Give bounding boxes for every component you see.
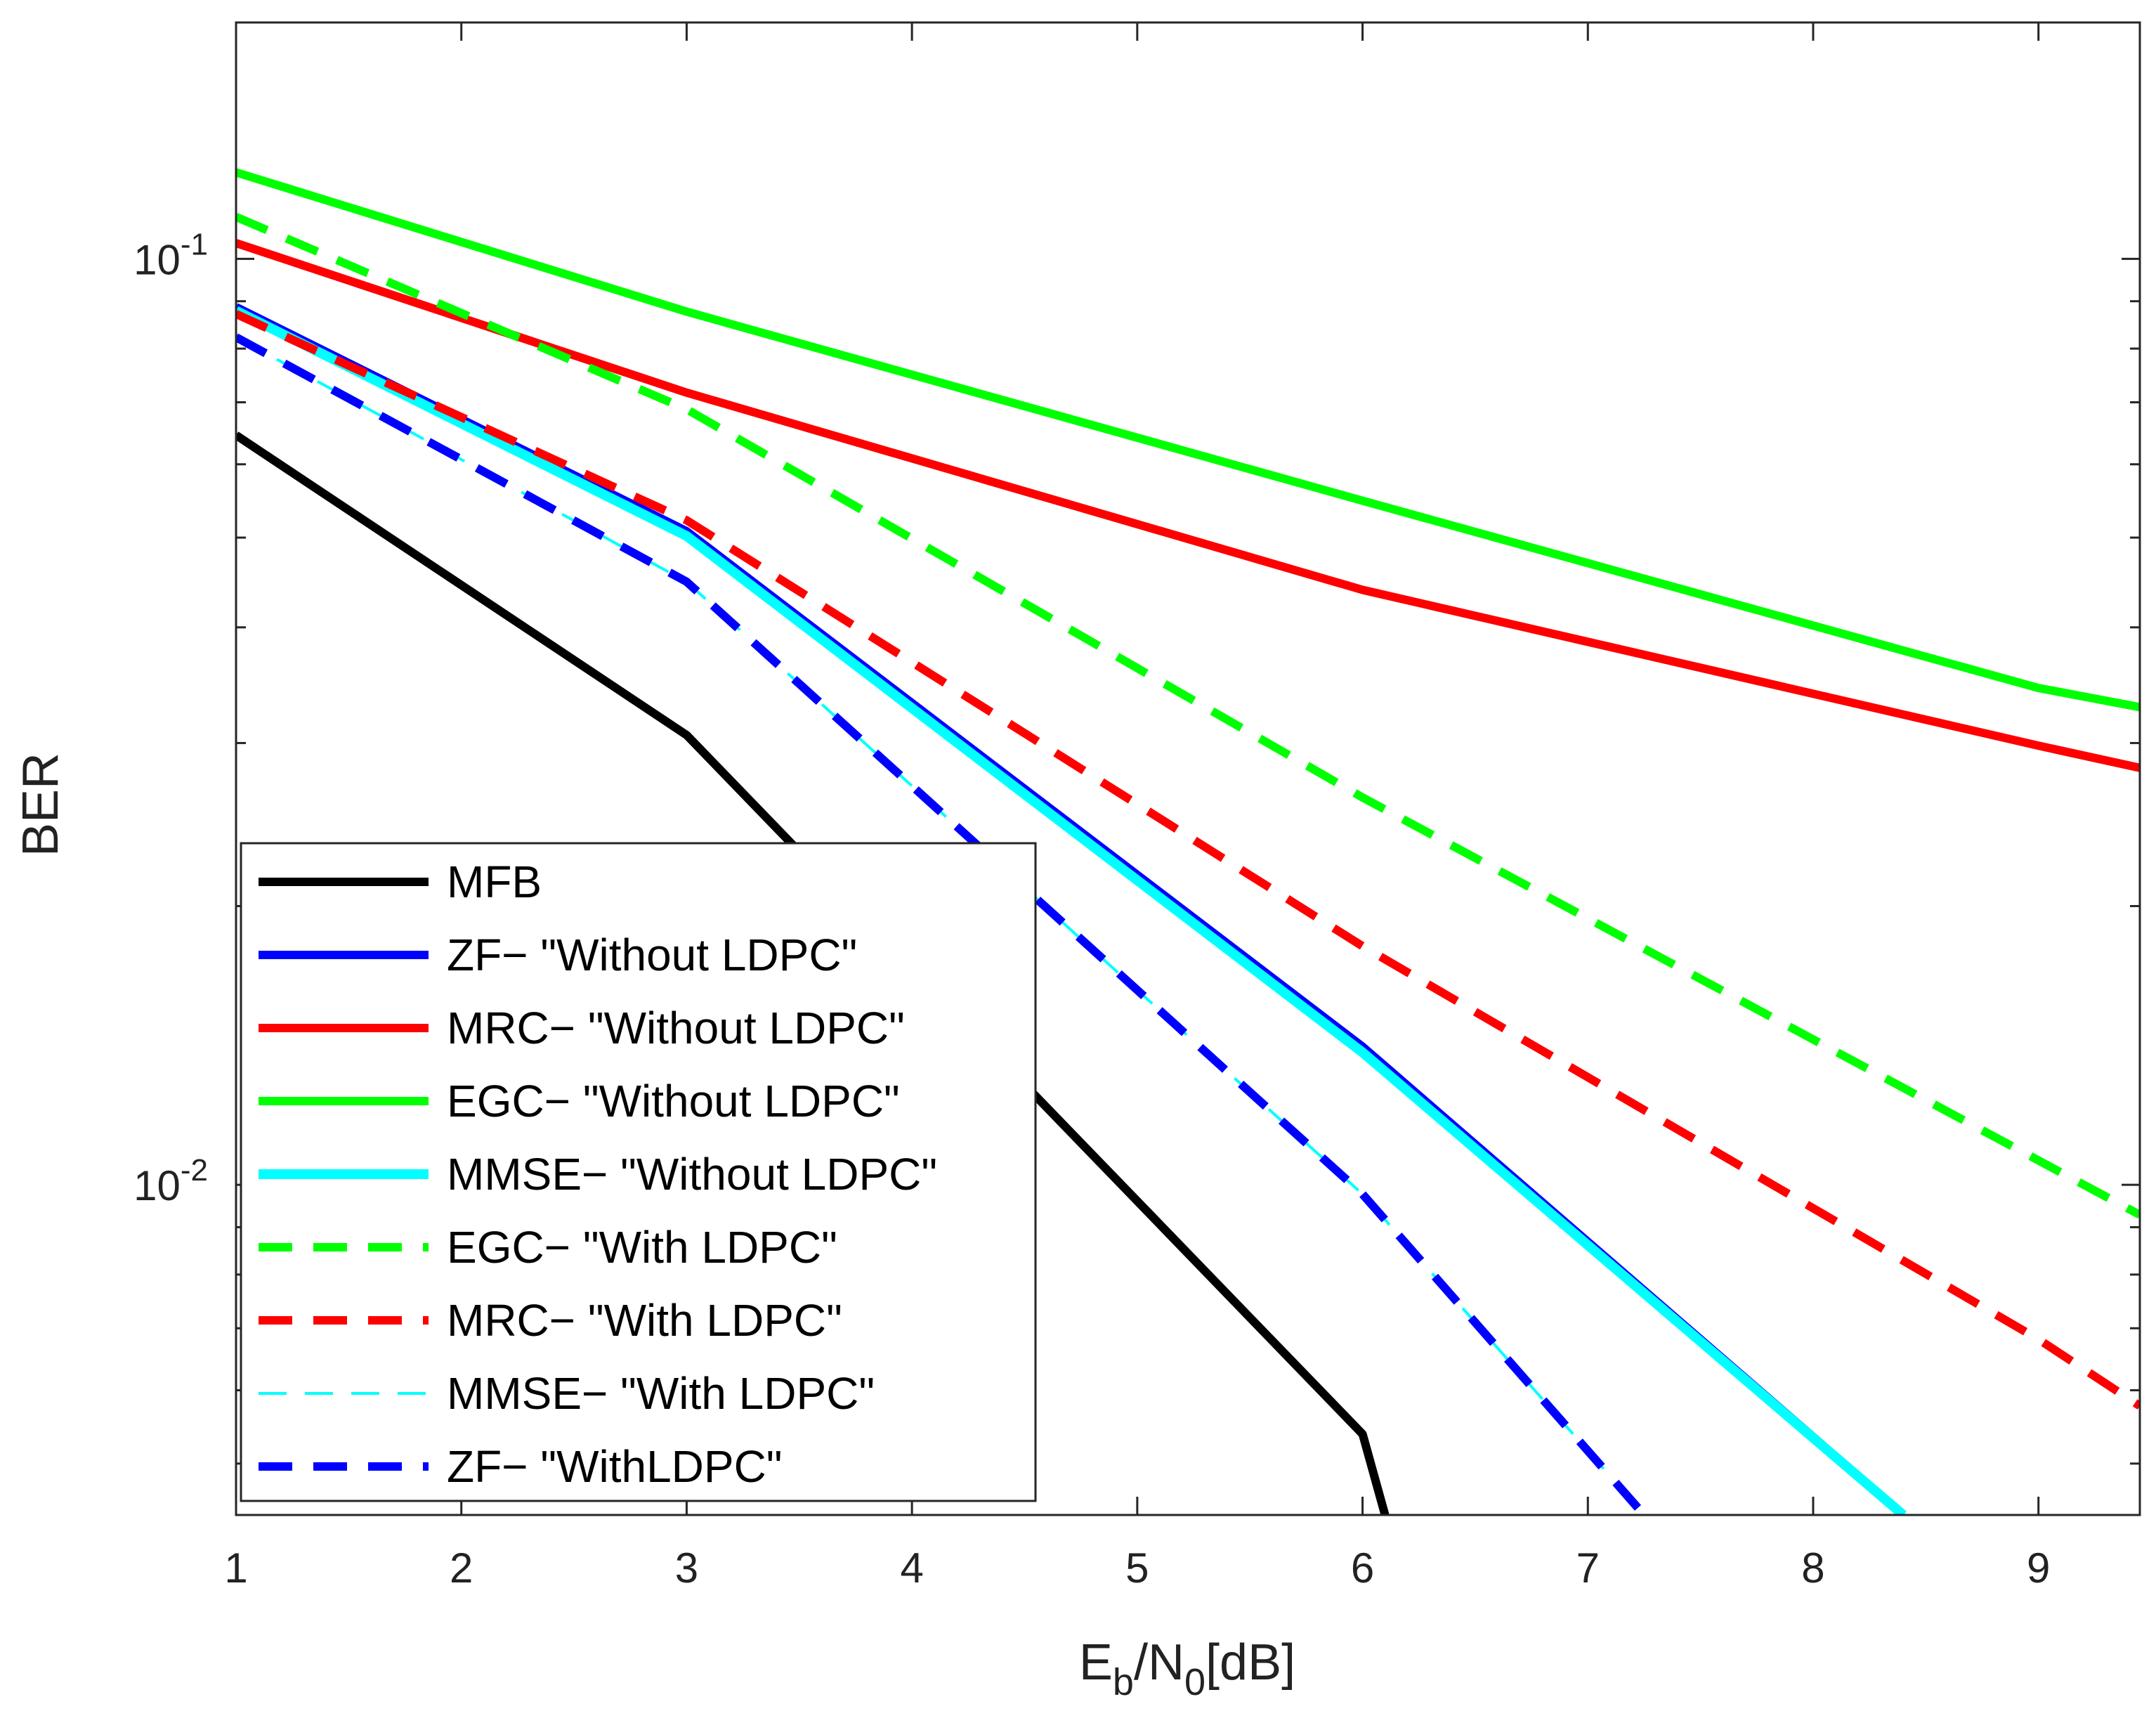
- y-tick-label: 10-2: [133, 1153, 208, 1209]
- legend: MFB ZF− "Without LDPC" MRC− "Without LDPC"…: [240, 842, 1037, 1502]
- x-tick-label: 7: [1576, 1544, 1600, 1592]
- legend-label-mrc-with-ldpc: MRC− "With LDPC": [447, 1295, 842, 1346]
- x-tick-label: 6: [1351, 1544, 1374, 1592]
- series-line-egc-with-ldpc: [236, 213, 2140, 1219]
- legend-label-mfb: MFB: [447, 857, 542, 907]
- x-axis-label-mid: /N: [1134, 1634, 1184, 1691]
- y-tick-label-base: 10: [133, 1162, 181, 1209]
- plot-frame: [235, 21, 2141, 1516]
- series-layer: [236, 168, 2140, 1515]
- x-tick-label: 5: [1125, 1544, 1149, 1592]
- x-axis-label-base: E: [1079, 1634, 1113, 1691]
- legend-label-mmse-without-ldpc: MMSE− "Without LDPC": [447, 1149, 937, 1199]
- legend-label-mrc-without-ldpc: MRC− "Without LDPC": [447, 1003, 905, 1053]
- x-axis-label-tail: [dB]: [1206, 1634, 1295, 1691]
- y-tick-label: 10-1: [133, 227, 208, 283]
- x-tick-label: 3: [675, 1544, 698, 1592]
- legend-label-egc-with-ldpc: EGC− "With LDPC": [447, 1222, 837, 1273]
- legend-label-mmse-with-ldpc: MMSE− "With LDPC": [447, 1368, 875, 1419]
- series-line-mmse-with-ldpc: [236, 336, 1645, 1515]
- x-tick-label: 8: [1801, 1544, 1824, 1592]
- x-axis-label-sub-b: b: [1113, 1661, 1134, 1703]
- y-axis-label: BER: [13, 753, 69, 857]
- y-tick-labels: 10-110-2: [133, 227, 208, 1209]
- legend-label-zf-without-ldpc: ZF− "Without LDPC": [447, 930, 857, 980]
- x-tick-label: 1: [224, 1544, 247, 1592]
- series-line-mrc-without-ldpc: [236, 239, 2140, 772]
- x-tick-label: 9: [2027, 1544, 2050, 1592]
- x-tick-label: 4: [900, 1544, 923, 1592]
- series-line-egc-without-ldpc: [236, 168, 2140, 712]
- legend-label-zf-withldpc: ZF− "WithLDPC": [447, 1441, 783, 1492]
- x-axis-label-sub-0: 0: [1184, 1661, 1206, 1703]
- y-tick-label-exponent: -1: [181, 227, 208, 261]
- x-axis-label: Eb/N0[dB]: [1079, 1634, 1295, 1703]
- y-tick-label-base: 10: [133, 236, 181, 283]
- y-tick-label-exponent: -2: [181, 1153, 208, 1188]
- x-tick-labels: 1 2 3 4 5 6 7 8 9: [224, 1544, 2050, 1592]
- series-line-mmse-without-ldpc: [236, 306, 1907, 1515]
- legend-label-egc-without-ldpc: EGC− "Without LDPC": [447, 1076, 900, 1126]
- series-line-mrc-with-ldpc: [236, 310, 2140, 1410]
- x-tick-label: 2: [450, 1544, 473, 1592]
